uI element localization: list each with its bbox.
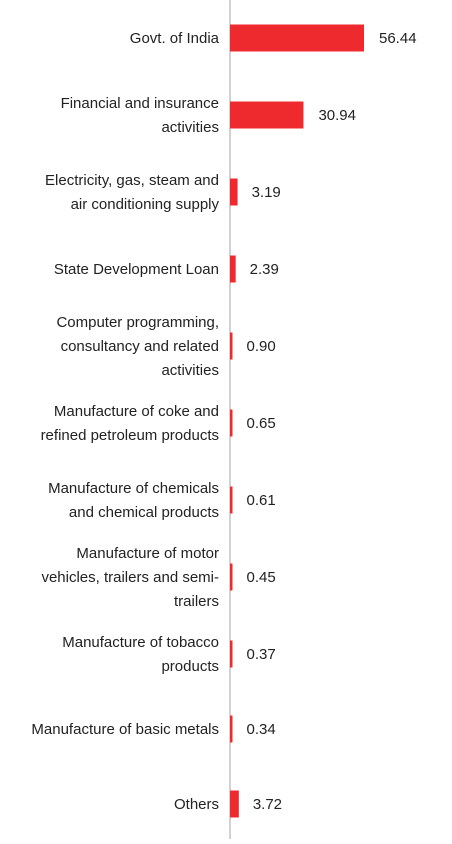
bar-11 [230,790,239,818]
category-label-2: Financial and insurance activities [61,95,219,136]
category-label-line: Manufacture of coke and [54,403,219,420]
category-label-6: Manufacture of coke and refined petroleum… [41,403,219,444]
bar-1 [230,24,364,52]
category-label-line: vehicles, trailers and semi- [41,569,219,586]
bar-9 [230,640,233,668]
category-label-line: products [161,658,219,675]
category-label-3: Electricity, gas, steam and air condition… [45,172,219,213]
category-label-line: activities [161,119,219,136]
category-labels-layer: Govt. of India Financial and insurance act… [31,30,219,813]
category-label-line: Manufacture of motor [76,545,219,562]
category-label-line: trailers [174,593,219,610]
bar-2 [230,101,304,129]
category-label-line: air conditioning supply [71,196,220,213]
category-label-line: and chemical products [69,504,219,521]
category-label-9: Manufacture of tobacco products [62,634,219,675]
value-label-5: 0.90 [247,338,276,355]
category-label-line: Govt. of India [130,30,220,47]
category-label-line: Financial and insurance [61,95,219,112]
value-labels-layer: 56.44 30.94 3.19 2.39 0.90 0.65 0.61 0.45 0.37 0.… [247,30,417,813]
value-label-9: 0.37 [247,646,276,663]
category-label-line: Computer programming, [56,314,219,331]
value-label-3: 3.19 [252,184,281,201]
value-label-6: 0.65 [247,415,276,432]
category-label-line: activities [161,362,219,379]
bar-8 [230,563,233,591]
category-label-11: Others [174,796,219,813]
bar-6 [230,409,233,437]
value-label-11: 3.72 [253,796,282,813]
category-label-line: Manufacture of chemicals [48,480,219,497]
category-label-line: Electricity, gas, steam and [45,172,219,189]
value-label-2: 30.94 [318,107,356,124]
bar-3 [230,178,238,206]
category-label-line: refined petroleum products [41,427,219,444]
category-label-line: State Development Loan [54,261,219,278]
value-label-8: 0.45 [247,569,276,586]
bar-5 [230,332,233,360]
bar-10 [230,715,233,743]
value-label-10: 0.34 [247,721,276,738]
category-label-4: State Development Loan [54,261,219,278]
category-label-1: Govt. of India [130,30,220,47]
bar-7 [230,486,233,514]
bars-layer [230,24,364,818]
category-label-line: Others [174,796,219,813]
category-label-10: Manufacture of basic metals [31,721,219,738]
value-label-1: 56.44 [379,30,417,47]
category-label-5: Computer programming, consultancy and rel… [56,314,219,379]
category-label-7: Manufacture of chemicals and chemical pro… [48,480,219,521]
value-label-7: 0.61 [247,492,276,509]
category-label-line: Manufacture of tobacco [62,634,219,651]
value-label-4: 2.39 [250,261,279,278]
bar-4 [230,255,236,283]
category-label-line: consultancy and related [61,338,219,355]
category-label-line: Manufacture of basic metals [31,721,219,738]
category-label-8: Manufacture of motor vehicles, trailers a… [41,545,219,610]
